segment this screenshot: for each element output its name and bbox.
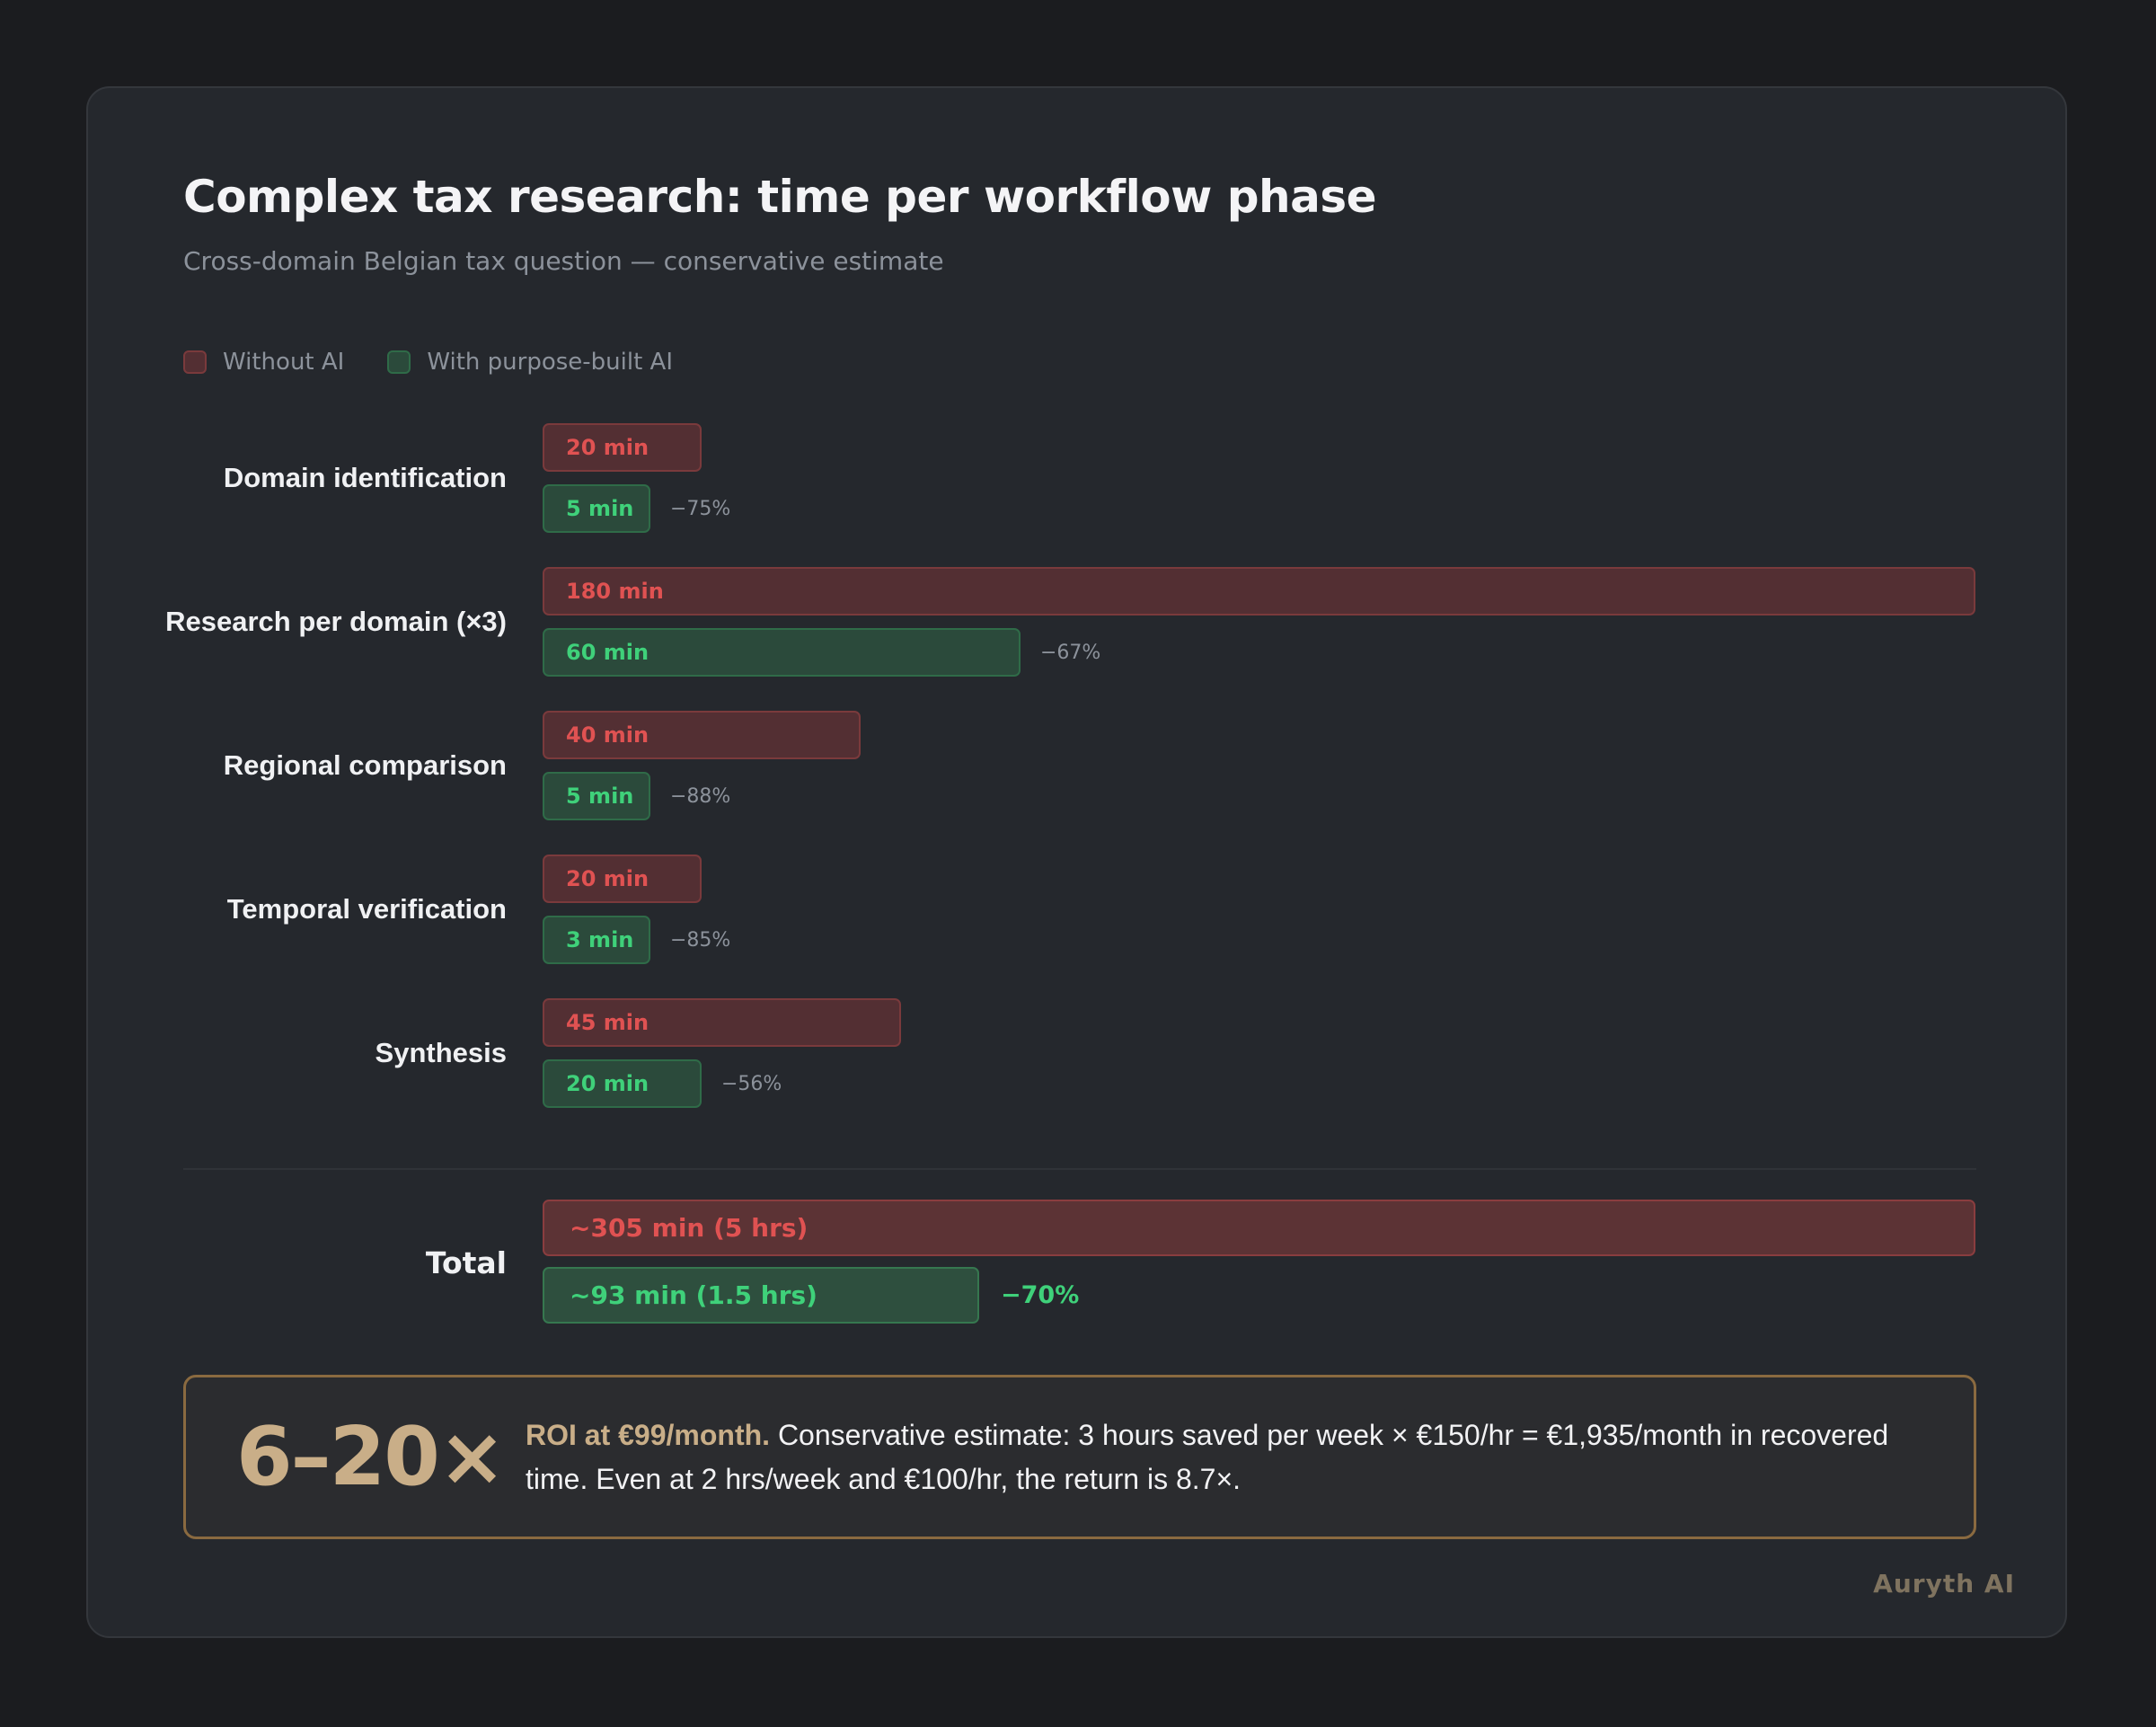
- phase-row: Regional comparison 40 min 5 min −88%: [88, 711, 2065, 820]
- total-bar-without-ai: ~305 min (5 hrs): [543, 1200, 1975, 1256]
- bar-without-ai: 20 min: [543, 855, 702, 903]
- swatch-without-ai-icon: [183, 350, 207, 374]
- reduction-percent: −67%: [1040, 641, 1101, 664]
- bar-with-ai: 60 min: [543, 628, 1021, 677]
- chart-title: Complex tax research: time per workflow …: [183, 171, 1377, 223]
- phase-row: Synthesis 45 min 20 min −56%: [88, 998, 2065, 1108]
- phase-label: Synthesis: [375, 1037, 507, 1068]
- bar-with-ai: 3 min: [543, 916, 650, 964]
- phase-label: Domain identification: [223, 462, 507, 493]
- bar-with-ai: 20 min: [543, 1059, 702, 1108]
- phase-label: Regional comparison: [223, 749, 507, 781]
- total-reduction-percent: −70%: [1001, 1281, 1080, 1309]
- legend: Without AI With purpose-built AI: [183, 349, 716, 376]
- total-row: Total ~305 min (5 hrs) ~93 min (1.5 hrs)…: [88, 1200, 2065, 1325]
- bar-without-ai: 180 min: [543, 567, 1975, 616]
- swatch-with-ai-icon: [387, 350, 411, 374]
- bar-without-ai: 20 min: [543, 423, 702, 472]
- bar-with-ai: 5 min: [543, 772, 650, 820]
- total-label: Total: [425, 1244, 507, 1280]
- phase-rows: Domain identification 20 min 5 min −75% R…: [88, 423, 2065, 1142]
- roi-body: Conservative estimate: 3 hours saved per…: [526, 1418, 1889, 1495]
- bar-with-ai: 5 min: [543, 484, 650, 533]
- roi-lead: ROI at €99/month.: [526, 1418, 771, 1451]
- phase-row: Temporal verification 20 min 3 min −85%: [88, 855, 2065, 964]
- reduction-percent: −88%: [670, 784, 731, 808]
- phase-label: Temporal verification: [226, 893, 507, 925]
- legend-item-without-ai: Without AI: [183, 349, 344, 376]
- phase-label: Research per domain (×3): [165, 606, 507, 637]
- phase-row: Research per domain (×3) 180 min 60 min −…: [88, 567, 2065, 677]
- total-bar-with-ai: ~93 min (1.5 hrs): [543, 1267, 979, 1324]
- legend-label: Without AI: [223, 349, 345, 376]
- bar-without-ai: 45 min: [543, 998, 901, 1047]
- roi-multiplier: 6–20×: [236, 1410, 506, 1504]
- phase-row: Domain identification 20 min 5 min −75%: [88, 423, 2065, 533]
- chart-subtitle: Cross-domain Belgian tax question — cons…: [183, 246, 944, 276]
- legend-label: With purpose-built AI: [427, 349, 673, 376]
- roi-description: ROI at €99/month. Conservative estimate:…: [526, 1413, 1974, 1501]
- reduction-percent: −85%: [670, 928, 731, 952]
- divider: [183, 1168, 1976, 1170]
- roi-callout: 6–20× ROI at €99/month. Conservative est…: [183, 1375, 1976, 1539]
- bar-without-ai: 40 min: [543, 711, 861, 759]
- chart-card: Complex tax research: time per workflow …: [86, 86, 2067, 1638]
- legend-item-with-ai: With purpose-built AI: [387, 349, 673, 376]
- reduction-percent: −56%: [721, 1072, 782, 1095]
- reduction-percent: −75%: [670, 497, 731, 520]
- brand-watermark: Auryth AI: [1873, 1569, 2015, 1599]
